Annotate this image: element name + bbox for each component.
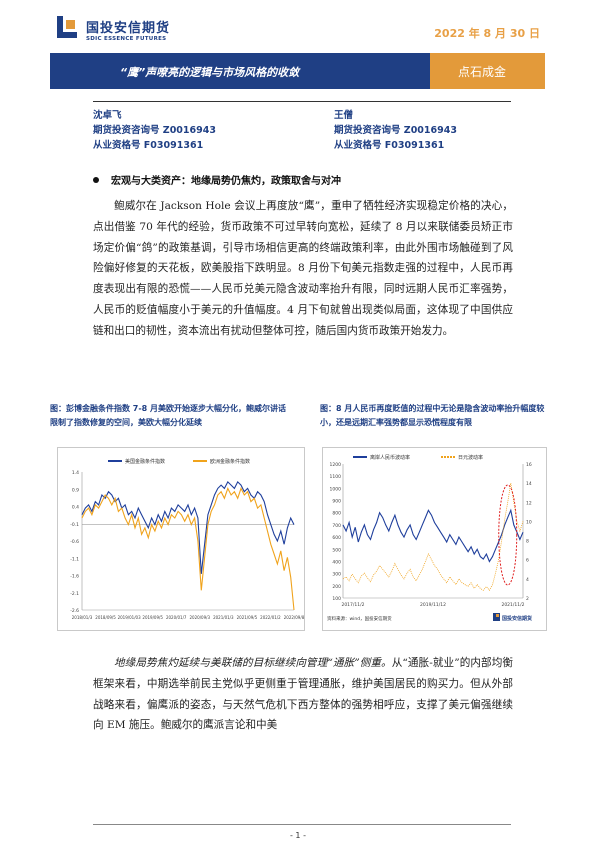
- banner-tag-box: [430, 53, 545, 89]
- chart2-svg: 1200 1100 1000 900 800 700 600 500 400 300 200 100 1…: [327, 454, 532, 622]
- chart2-left-tick: 900: [332, 499, 341, 505]
- chart2-left-tick: 1000: [330, 486, 342, 492]
- author-license: 从业资格号 F03091361: [93, 140, 204, 151]
- chart1-x-tick: 2020/01/7: [166, 615, 187, 620]
- chart1-y-tick: 0.4: [72, 505, 79, 511]
- figure-caption-1: 图：彭博金融条件指数 7-8 月美欧开始逐步大幅分化，鲍威尔讲话限制了指数修复的…: [50, 404, 287, 427]
- chart1-y-tick: -0.6: [70, 539, 79, 545]
- chart2-highlight-ellipse: [498, 484, 518, 586]
- body-paragraph-2: 地缘局势焦灼延续与美联储的目标继续向管理“通胀”侧重。从“通胀-就业”的内部均衡…: [93, 653, 513, 736]
- footer-divider: [93, 824, 511, 825]
- chart2-left-tick: 300: [332, 572, 341, 578]
- chart1-series-line: [81, 480, 295, 574]
- chart1-y-tick: -2.1: [70, 591, 79, 597]
- chart1-y-tick: 1.4: [72, 470, 79, 476]
- chart1-svg: 1.4 0.9 0.4 -0.1 -0.6 -1.1 -1.6 -2.1 -2.62018/01…: [70, 458, 304, 620]
- chart1-y-tick: 0.9: [72, 487, 79, 493]
- section-title: 宏观与大类资产：地缘局势仍焦灼，政策取舍与对冲: [111, 176, 341, 187]
- chart2-right-tick: 6: [526, 558, 529, 564]
- chart1-x-tick: 2018/09/5: [95, 615, 116, 620]
- page-number: - 1 -: [290, 831, 306, 840]
- chart1-x-tick: 2019/09/5: [142, 615, 163, 620]
- chart2-left-tick: 600: [332, 535, 341, 541]
- chart2-left-tick: 200: [332, 584, 341, 590]
- chart-rmb-volatility: 1200 1100 1000 900 800 700 600 500 400 300 200 100 1…: [322, 447, 547, 631]
- chart2-legend-label: 日元波动率: [458, 454, 483, 461]
- chart2-series-line: [342, 508, 524, 563]
- body-paragraph-1: 鲍威尔在 Jackson Hole 会议上再度放“鹰”，重申了牺牲经济实现稳定价…: [93, 196, 513, 342]
- chart2-left-tick: 1100: [330, 474, 342, 480]
- author-qualification: 期货投资咨询号 Z0016943: [334, 125, 457, 136]
- chart1-series-line: [81, 486, 295, 611]
- paragraph-text: 地缘局势焦灼延续与美联储的目标继续向管理“通胀”侧重。从“通胀-就业”的内部均衡…: [93, 653, 513, 736]
- author-name: 沈卓飞: [93, 110, 122, 121]
- chart2-right-tick: 4: [526, 577, 529, 583]
- chart2-right-tick: 14: [526, 481, 532, 487]
- report-date: 2022 年 8 月 30 日: [434, 27, 540, 40]
- chart2-left-tick: 700: [332, 523, 341, 529]
- chart1-x-tick: 2020/09/3: [190, 615, 211, 620]
- chart1-y-tick: -1.6: [70, 574, 79, 580]
- bullet-icon: [93, 177, 99, 183]
- chart1-x-tick: 2022/09/8: [284, 615, 304, 620]
- chart1-x-tick: 2019/01/03: [118, 615, 142, 620]
- chart2-right-tick: 12: [526, 500, 532, 506]
- author-qualification: 期货投资咨询号 Z0016943: [93, 125, 216, 136]
- figure-caption-2: 图：8 月人民币再度贬值的过程中无论是隐含波动率抬升幅度较小，还是远期汇率强势都…: [320, 404, 545, 427]
- brand-name: 国投安信期货: [86, 21, 171, 36]
- chart2-logo-accent: [496, 614, 499, 617]
- chart2-left-tick: 100: [332, 596, 341, 602]
- paragraph-body: 从“通胀-就业”的内部均衡框架来看，中期选举前民主党似乎更侧重于管理通胀，维护美…: [93, 657, 513, 732]
- chart2-legend-label: 离岸人民币波动率: [370, 454, 410, 461]
- report-title: “鹰”声嘹亮的逻辑与市场风格的收敛: [120, 66, 300, 79]
- author-block-1: 沈卓飞 期货投资咨询号 Z0016943 从业资格号 F03091361: [93, 108, 216, 153]
- brand-logo-icon: [57, 16, 77, 38]
- paragraph-lead: 地缘局势焦灼延续与美联储的目标继续向管理“通胀”侧重。: [114, 657, 392, 669]
- chart2-left-tick: 1200: [330, 462, 342, 468]
- chart2-right-tick: 8: [526, 539, 529, 545]
- chart1-legend-label: 美国金融条件指数: [125, 458, 165, 465]
- chart1-x-tick: 2021/09/5: [237, 615, 258, 620]
- chart1-legend-label: 欧洲金融条件指数: [210, 458, 250, 465]
- paragraph-text: 鲍威尔在 Jackson Hole 会议上再度放“鹰”，重申了牺牲经济实现稳定价…: [93, 200, 513, 337]
- chart2-series-line: [342, 483, 524, 592]
- chart-financial-conditions: 1.4 0.9 0.4 -0.1 -0.6 -1.1 -1.6 -2.1 -2.6 2018/01…: [57, 447, 305, 631]
- author-license: 从业资格号 F03091361: [334, 140, 445, 151]
- chart1-x-tick: 2021/01/3: [213, 615, 234, 620]
- chart2-left-tick: 500: [332, 547, 341, 553]
- chart1-x-tick: 2022/01/2: [260, 615, 281, 620]
- chart1-y-tick: -0.1: [70, 522, 79, 528]
- chart2-x-tick: 2019/11/12: [420, 602, 446, 608]
- chart1-y-tick: -2.6: [70, 608, 79, 614]
- chart2-right-tick: 2: [526, 596, 529, 602]
- brand-name-en: SDIC ESSENCE FUTURES: [86, 36, 167, 42]
- chart2-source: 资料来源：wind，国投安信期货: [327, 615, 392, 622]
- author-name: 王僧: [334, 110, 354, 121]
- chart2-x-tick: 2017/11/2: [341, 602, 364, 608]
- chart2-right-tick: 16: [526, 462, 532, 468]
- chart1-x-tick: 2018/01/3: [72, 615, 93, 620]
- section-heading: 宏观与大类资产：地缘局势仍焦灼，政策取舍与对冲: [93, 172, 341, 187]
- chart2-logo-text: 国投安信期货: [502, 615, 532, 622]
- chart2-x-tick: 2021/11/2: [501, 602, 524, 608]
- author-divider: [93, 101, 511, 102]
- chart2-left-tick: 800: [332, 511, 341, 517]
- author-block-2: 王僧 期货投资咨询号 Z0016943 从业资格号 F03091361: [334, 108, 457, 153]
- chart2-right-tick: 10: [526, 519, 532, 525]
- column-tag: 点石成金: [458, 65, 507, 79]
- chart2-left-tick: 400: [332, 559, 341, 565]
- chart1-y-tick: -1.1: [70, 556, 79, 562]
